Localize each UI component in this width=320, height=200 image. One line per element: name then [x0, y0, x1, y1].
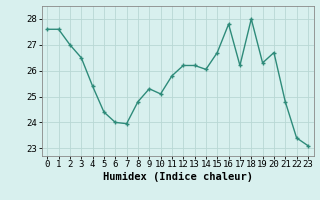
- X-axis label: Humidex (Indice chaleur): Humidex (Indice chaleur): [103, 172, 252, 182]
